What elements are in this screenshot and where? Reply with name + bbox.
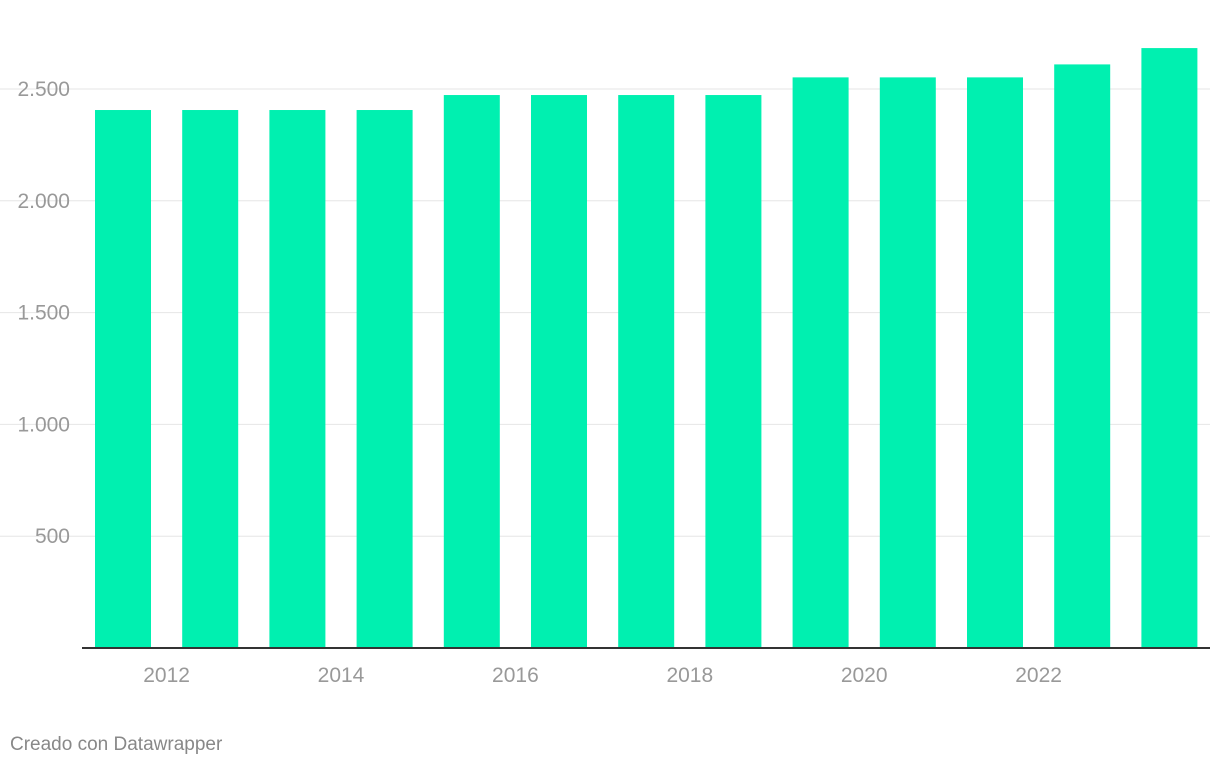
bar-2017 [618, 95, 675, 648]
y-tick-label: 2.000 [17, 190, 70, 213]
x-tick-label: 2020 [841, 664, 888, 687]
x-axis-labels: 2012 2014 2016 2018 2020 2022 [143, 664, 1062, 687]
bar-2014 [356, 110, 413, 648]
x-tick-label: 2018 [666, 664, 713, 687]
bar-2020 [879, 77, 936, 648]
x-tick-label: 2016 [492, 664, 539, 687]
x-tick-label: 2012 [143, 664, 190, 687]
y-gridlines [0, 88, 1210, 537]
x-tick-label: 2022 [1015, 664, 1062, 687]
bar-2021 [967, 77, 1023, 648]
bar-2012 [182, 110, 239, 648]
bar-2011 [95, 110, 151, 648]
bar-2013 [269, 110, 326, 648]
bar-2015 [443, 95, 500, 648]
bar-2022 [1054, 64, 1111, 649]
y-axis-labels: 500 1.000 1.500 2.000 2.500 [17, 78, 70, 548]
bar-2016 [531, 95, 587, 648]
bar-2019 [792, 77, 849, 648]
y-tick-label: 1.500 [17, 302, 70, 325]
y-tick-label: 1.000 [17, 413, 70, 436]
y-tick-label: 500 [35, 525, 70, 548]
bar-2023 [1141, 48, 1198, 649]
y-tick-label: 2.500 [17, 78, 70, 101]
credit-text: Creado con Datawrapper [10, 734, 223, 755]
bars [95, 48, 1198, 649]
x-tick-label: 2014 [318, 664, 365, 687]
bar-2018 [705, 95, 762, 648]
